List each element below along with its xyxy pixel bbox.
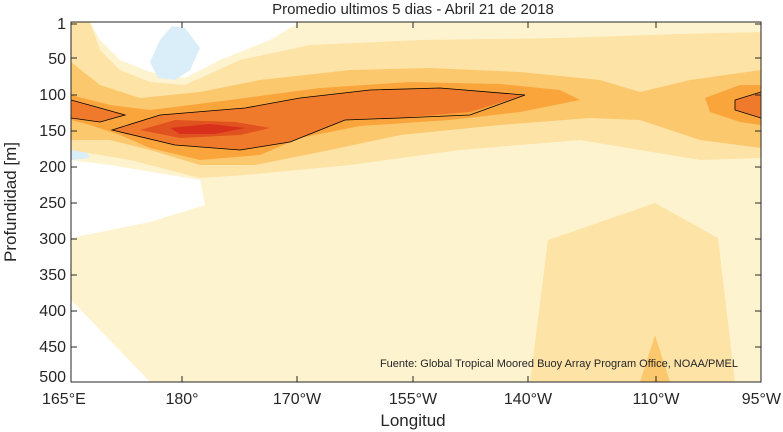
x-axis-label: Longitud (380, 411, 445, 430)
chart-title: Promedio ultimos 5 dias - Abril 21 de 20… (272, 1, 554, 18)
x-tick-label: 155°W (389, 391, 438, 408)
contour-line-east (734, 91, 761, 119)
x-tick-label: 180° (165, 391, 198, 408)
y-tick-label: 400 (39, 303, 66, 320)
y-tick-label: 300 (39, 231, 66, 248)
y-tick-label: 50 (48, 51, 66, 68)
contour-line-main (110, 87, 526, 151)
y-tick-label: 450 (39, 339, 66, 356)
x-tick-label: 95°W (742, 391, 782, 408)
y-tick-label: 150 (39, 123, 66, 140)
anomaly-region-level5 (71, 100, 125, 122)
y-tick-labels: 1 50 100 150 200 250 300 350 400 450 500 (39, 16, 66, 386)
y-tick-label: 100 (39, 87, 66, 104)
x-tick-label: 165°E (42, 391, 86, 408)
y-tick-label: 350 (39, 267, 66, 284)
source-note: Fuente: Global Tropical Moored Buoy Arra… (380, 358, 738, 370)
x-tick-label: 140°W (504, 391, 553, 408)
plot-frame (70, 21, 762, 383)
deep-plume-level3 (640, 335, 670, 382)
y-tick-label: 1 (57, 16, 66, 33)
y-axis-label: Profundidad [m] (1, 142, 20, 262)
neutral-region-lower-left (71, 300, 150, 382)
deep-plume-level2 (530, 203, 735, 382)
y-tick-label: 200 (39, 159, 66, 176)
y-tick-label: 500 (39, 369, 66, 386)
tick-marks (71, 22, 761, 382)
anomaly-region-level5-east (735, 92, 761, 118)
y-tick-label: 250 (39, 195, 66, 212)
neutral-region-left (71, 160, 205, 238)
anomaly-core-inner (170, 124, 245, 134)
x-tick-labels: 165°E 180° 170°W 155°W 140°W 110°W 95°W (42, 391, 782, 408)
anomaly-region-level4-east (705, 85, 761, 125)
contour-line-west (71, 99, 127, 123)
heatmap-area (71, 22, 761, 382)
cold-region (150, 26, 200, 80)
x-tick-label: 110°W (632, 391, 680, 408)
x-tick-label: 170°W (273, 391, 322, 408)
